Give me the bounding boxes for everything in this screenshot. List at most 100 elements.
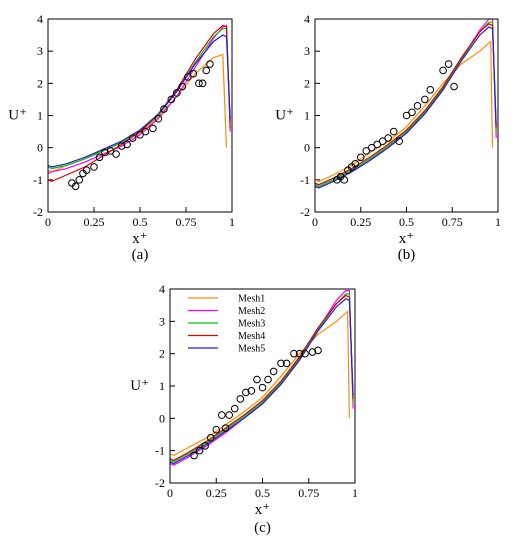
x-tick-label: 0.5 <box>133 215 148 229</box>
data-marker <box>225 411 233 419</box>
data-marker <box>202 66 211 75</box>
data-marker <box>301 349 309 358</box>
legend-label: Mesh2 <box>238 306 265 317</box>
data-marker <box>195 79 203 88</box>
data-marker <box>95 153 104 162</box>
data-marker <box>218 411 226 419</box>
data-marker <box>201 442 209 450</box>
x-tick-label: 0.25 <box>84 215 105 229</box>
y-tick-label: -1 <box>155 444 165 458</box>
legend-label: Mesh4 <box>238 331 265 342</box>
series-line-mesh2 <box>48 24 231 174</box>
data-marker <box>277 359 285 368</box>
data-marker <box>264 375 272 384</box>
x-tick-label: 0.25 <box>350 215 371 229</box>
data-marker <box>90 163 98 171</box>
x-tick-label: 0.75 <box>298 486 319 500</box>
data-marker <box>269 367 278 376</box>
data-marker <box>450 82 458 91</box>
data-marker <box>367 143 376 152</box>
x-tick-label: 0.75 <box>442 215 463 229</box>
chart-panel: -2 -1 0 1 2 3 4 0 0.25 0.5 0.75 1 x⁺ U⁺ (b) <box>275 12 501 263</box>
data-marker <box>189 69 198 78</box>
series-line-mesh3 <box>170 293 354 463</box>
data-marker <box>308 348 317 356</box>
data-marker <box>356 153 365 162</box>
x-tick-label: 0 <box>45 215 51 229</box>
x-tick-label: 1 <box>352 486 358 500</box>
data-marker <box>75 176 84 184</box>
x-tick-label: 0.5 <box>255 486 270 500</box>
x-tick-label: 0.75 <box>176 215 197 229</box>
data-marker <box>378 137 387 146</box>
data-marker <box>117 142 126 150</box>
data-marker <box>82 166 91 174</box>
data-marker <box>160 105 168 113</box>
y-tick-label: 3 <box>304 44 310 58</box>
data-marker <box>136 131 144 139</box>
plot-area <box>315 19 497 189</box>
data-marker <box>340 176 349 184</box>
data-marker <box>384 134 393 142</box>
y-tick-label: -2 <box>300 205 310 219</box>
y-tick-label: -1 <box>33 173 43 187</box>
y-tick-label: 4 <box>37 12 43 26</box>
series-line-mesh1 <box>48 53 228 173</box>
y-tick-label: 1 <box>159 379 165 393</box>
data-marker <box>362 147 371 155</box>
data-marker <box>71 182 80 191</box>
series-line-mesh2 <box>315 19 497 189</box>
y-tick-label: 0 <box>159 411 165 425</box>
panel-caption: (c) <box>254 520 271 536</box>
data-marker <box>178 82 187 91</box>
data-marker <box>212 425 221 434</box>
x-tick-label: 1 <box>495 215 501 229</box>
data-marker <box>439 66 447 75</box>
x-tick-label: 1 <box>229 215 235 229</box>
data-marker <box>444 60 453 68</box>
x-tick-label: 0 <box>167 486 173 500</box>
data-marker <box>195 446 204 455</box>
chart-panel: -2 -1 0 1 2 3 4 0 0.25 0.5 0.75 1 x⁺ U⁺ (a) <box>8 12 235 263</box>
data-marker <box>141 127 150 136</box>
data-marker <box>290 349 298 358</box>
y-tick-label: 1 <box>304 109 310 123</box>
panel-caption: (a) <box>132 247 149 263</box>
legend-label: Mesh5 <box>238 344 265 355</box>
legend-label: Mesh1 <box>238 294 265 305</box>
data-marker <box>184 73 192 81</box>
y-tick-label: 3 <box>159 314 165 328</box>
data-marker <box>198 79 207 88</box>
y-tick-label: 4 <box>304 12 310 26</box>
plot-frame <box>169 288 356 484</box>
data-marker <box>242 388 250 397</box>
data-marker <box>221 424 230 432</box>
legend-label: Mesh3 <box>238 319 265 330</box>
data-marker <box>106 147 115 155</box>
y-tick-label: 4 <box>159 282 165 296</box>
plot-frame <box>314 18 499 213</box>
data-marker <box>351 159 360 168</box>
data-marker <box>112 150 120 158</box>
y-axis-label: U⁺ <box>275 108 294 124</box>
y-tick-label: 0 <box>304 141 310 155</box>
data-marker <box>167 95 176 104</box>
data-marker <box>101 148 109 157</box>
y-tick-label: 0 <box>37 141 43 155</box>
data-marker <box>247 387 256 395</box>
data-marker <box>190 451 198 460</box>
data-marker <box>253 375 261 384</box>
y-tick-label: -2 <box>155 476 165 490</box>
series-line-mesh5 <box>315 26 497 189</box>
x-axis-label: x⁺ <box>399 231 414 247</box>
data-marker <box>426 85 435 94</box>
x-tick-label: 0.5 <box>399 215 414 229</box>
data-marker <box>206 433 215 442</box>
data-marker <box>154 114 163 123</box>
series-line-mesh4 <box>170 294 354 462</box>
data-marker <box>295 349 304 358</box>
series-line-mesh1 <box>170 310 350 457</box>
data-marker <box>230 404 239 413</box>
